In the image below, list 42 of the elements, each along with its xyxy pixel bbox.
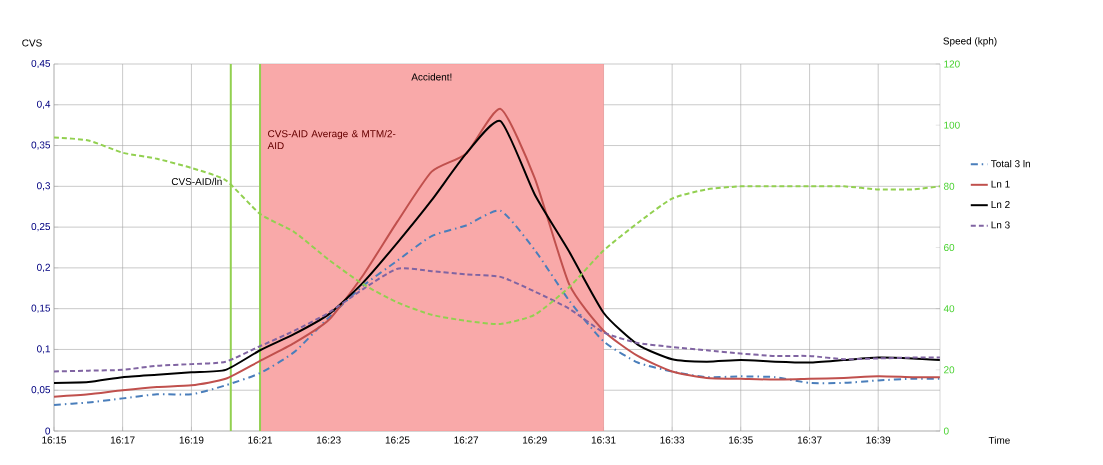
y-tick-label: 0,4	[37, 100, 51, 109]
ref-line-label: CVS-AID/ln	[171, 177, 222, 186]
x-tick-label: 16:17	[110, 436, 135, 444]
x-tick-label: 16:31	[591, 436, 616, 444]
y-tick-label: 0,3	[37, 182, 51, 191]
y2-tick-label: 120	[944, 60, 960, 68]
y2-tick-label: 40	[943, 305, 955, 313]
x-tick-label: 16:19	[179, 436, 204, 444]
y2-tick-label: 60	[944, 243, 955, 252]
ref-line-label: CVS-AID Average & MTM/2-AID	[267, 129, 396, 150]
y-tick-label: 0,45	[31, 59, 51, 69]
legend-label: Ln 3	[991, 221, 1010, 229]
y-tick-label: 0,25	[31, 223, 51, 232]
y-axis-title: CVS	[22, 39, 42, 47]
x-tick-label: 16:27	[454, 436, 479, 444]
y2-tick-label: 80	[943, 182, 955, 190]
y2-tick-label: 20	[944, 366, 955, 374]
x-tick-label: 16:21	[248, 436, 273, 444]
x-tick-label: 16:35	[729, 436, 753, 444]
x-tick-label: 16:29	[523, 436, 547, 444]
y-tick-label: 0,35	[31, 141, 51, 150]
x-tick-label: 16:15	[42, 436, 67, 444]
y-tick-label: 0,15	[31, 304, 51, 313]
x-axis-title: Time	[988, 436, 1010, 444]
y-tick-label: 0,1	[37, 345, 50, 354]
line-series	[54, 267, 941, 373]
x-tick-label: 16:37	[797, 436, 822, 444]
x-tick-label: 16:39	[866, 436, 891, 444]
y-tick-label: 0,2	[37, 263, 50, 273]
y-tick-label: 0,05	[31, 386, 51, 395]
y-tick-label: 0	[45, 427, 51, 435]
legend-label: Ln 1	[991, 180, 1010, 188]
line-series	[54, 209, 941, 406]
legend-label: Ln 2	[991, 200, 1010, 208]
band-label: Accident!	[411, 73, 452, 81]
legend-label: Total 3 ln	[990, 159, 1030, 168]
y2-tick-label: 0	[943, 427, 949, 435]
x-tick-label: 16:33	[660, 436, 685, 444]
y2-axis-title: Speed (kph)	[943, 37, 997, 47]
x-tick-label: 16:25	[385, 436, 410, 444]
y2-tick-label: 100	[944, 121, 960, 129]
x-tick-label: 16:23	[316, 436, 341, 444]
